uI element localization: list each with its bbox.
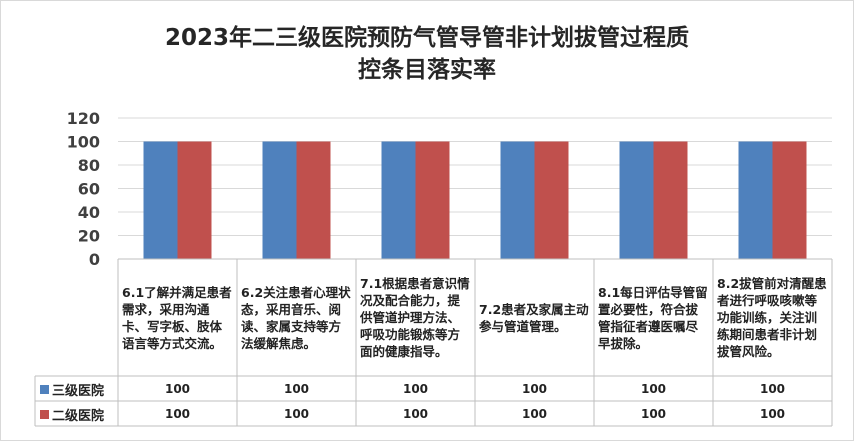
chart-title: 2023年二三级医院预防气管导管非计划拔管过程质 控条目落实率 xyxy=(0,22,854,86)
legend-swatch xyxy=(40,409,49,419)
chart-title-line-1: 2023年二三级医院预防气管导管非计划拔管过程质 xyxy=(164,25,689,51)
legend-entry: 三级医院 xyxy=(40,379,104,399)
table-value-cell: 100 xyxy=(164,382,191,396)
legend-entry: 二级医院 xyxy=(40,404,104,424)
y-tick-label: 100 xyxy=(67,133,100,152)
x-category-label: 7.1根据患者意识情况及配合能力，提供管道护理方法、呼吸功能锻炼等方面的健康指导… xyxy=(360,276,470,359)
bar-secondary-hospital xyxy=(772,141,807,259)
table-value-cell: 100 xyxy=(402,382,429,396)
bar-tertiary-hospital xyxy=(619,141,654,259)
x-category-label: 8.1每日评估导管留置必要性，符合拔管指征者遵医嘱尽早拔除。 xyxy=(598,284,708,351)
x-category-label: 6.1了解并满足患者需求，采用沟通卡、写字板、肢体语言等方式交流。 xyxy=(122,284,232,351)
bar-tertiary-hospital xyxy=(381,141,416,259)
table-value-cell: 100 xyxy=(640,407,667,421)
legend-swatch xyxy=(40,384,49,394)
y-tick-label: 60 xyxy=(78,180,100,199)
bar-secondary-hospital xyxy=(296,141,331,259)
bar-secondary-hospital xyxy=(177,141,212,259)
bar-tertiary-hospital xyxy=(143,141,178,259)
x-category-label: 7.2患者及家属主动参与管道管理。 xyxy=(479,301,589,334)
bar-tertiary-hospital xyxy=(500,141,535,259)
y-tick-label: 0 xyxy=(89,250,100,269)
table-value-cell: 100 xyxy=(640,382,667,396)
table-value-cell: 100 xyxy=(283,407,310,421)
table-value-cell: 100 xyxy=(759,407,786,421)
y-tick-label: 40 xyxy=(78,203,100,222)
bar-tertiary-hospital xyxy=(262,141,297,259)
legend-label: 二级医院 xyxy=(52,408,105,424)
bar-secondary-hospital xyxy=(653,141,688,259)
x-category-label: 6.2关注患者心理状态，采用音乐、阅读、家属支持等方法缓解焦虑。 xyxy=(241,284,351,351)
table-value-cell: 100 xyxy=(164,407,191,421)
chart-title-line-2: 控条目落实率 xyxy=(358,57,496,83)
y-tick-label: 20 xyxy=(78,227,100,246)
bar-secondary-hospital xyxy=(534,141,569,259)
table-value-cell: 100 xyxy=(521,382,548,396)
table-value-cell: 100 xyxy=(402,407,429,421)
table-value-cell: 100 xyxy=(759,382,786,396)
x-category-label: 8.2拔管前对清醒患者进行呼吸咳嗽等功能训练，关注训练期间患者非计划拔管风险。 xyxy=(717,276,827,359)
y-tick-label: 80 xyxy=(78,156,100,175)
legend-label: 三级医院 xyxy=(52,383,105,399)
table-value-cell: 100 xyxy=(283,382,310,396)
table-value-cell: 100 xyxy=(521,407,548,421)
bar-secondary-hospital xyxy=(415,141,450,259)
bar-tertiary-hospital xyxy=(738,141,773,259)
y-tick-label: 120 xyxy=(67,109,100,128)
